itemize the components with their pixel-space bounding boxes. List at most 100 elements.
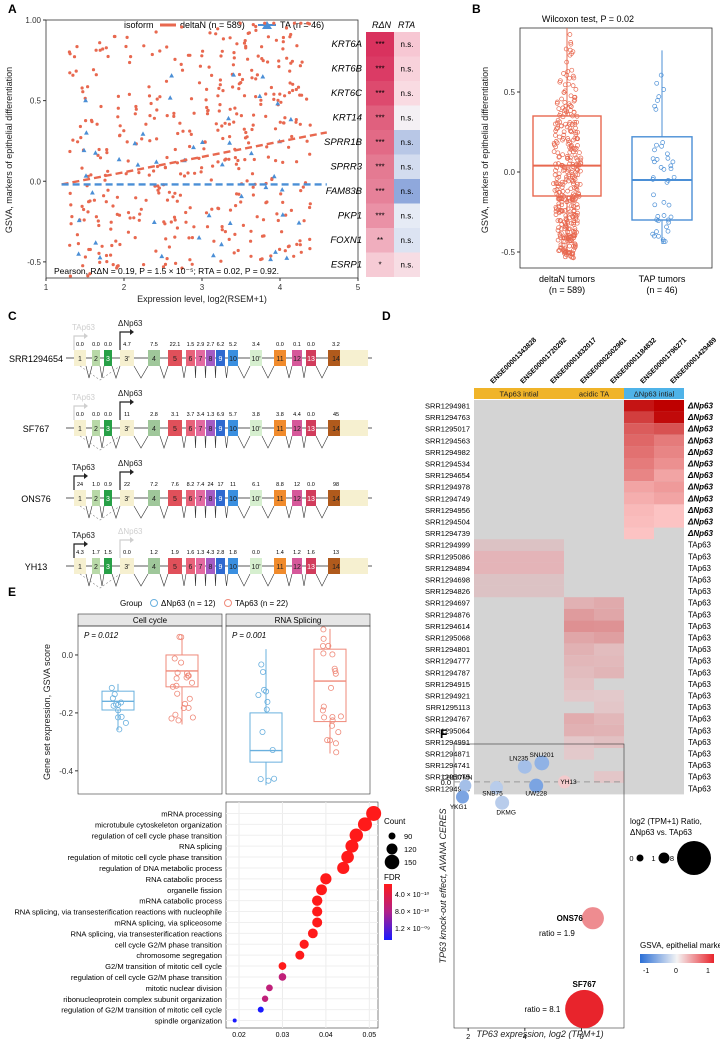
point-deltan [89,173,93,177]
point-deltan [251,193,255,197]
point-b [563,213,569,218]
exon-label: 5 [173,496,177,503]
point-deltan [212,239,216,243]
splice-junction [204,435,207,449]
point-b [569,170,574,175]
exon [196,350,205,366]
splice-junction-alt [79,505,121,521]
legend-e-ta-swatch [224,599,232,607]
splice-junction [237,505,251,519]
row-class: TAp63 [688,634,712,643]
point-b [655,218,661,224]
point-e [320,650,327,657]
point-deltan [251,123,255,127]
splice-junction [181,365,187,379]
point-b [570,203,576,209]
point-deltan [70,215,74,219]
point-deltan [155,164,160,169]
point-b [569,129,574,135]
point-b [564,174,569,180]
point-ta [268,256,273,262]
splice-junction [224,365,229,379]
point-b [664,224,669,230]
point-b [572,119,578,125]
xlabel-a: Expression level, log2(RSEM+1) [137,294,267,304]
point-b [570,83,576,88]
point-f [490,781,503,795]
point-e [321,714,328,721]
splice-junction [214,505,217,519]
point-e [329,651,336,658]
splice-junction [214,435,217,449]
point-deltan [218,103,222,107]
isoform-track-ONS76: ONS76 1 24 2 1.0 3 0.9 3' 22 4 7.2 5 7.6 6 8.2 7 7.4 8 24 9… [21,459,372,521]
heat-cell [564,724,594,737]
axis-b-y: 0.5 0.0 -0.5 [501,88,520,257]
term-label: cell cycle G2/M phase transition [115,940,222,949]
point-deltan [125,35,129,40]
exon [292,350,302,366]
facet-e2-title: RNA Splicing [275,616,322,625]
tss-label-ta: TAp63 [72,531,96,540]
dot-e [278,973,287,981]
heat-cell [564,632,594,644]
heat-sig-rdn: *** [375,40,384,49]
cell-line-label: LN235 [509,756,529,763]
point-deltan [128,216,132,220]
heat-cell [564,690,594,702]
row-label: SRR1294915 [425,680,470,689]
exon [186,420,195,436]
heat-sig-rta: n.s. [401,65,414,74]
point-b [565,69,571,74]
point-ta [84,130,89,135]
point-deltan [105,151,109,155]
exon-value: 1.6 [187,550,195,556]
gene-label: FOXN1 [330,235,362,246]
point-deltan [100,244,104,248]
heat-cell [534,585,564,598]
point-deltan [220,228,224,232]
point-deltan [239,200,243,204]
exon-label: 3 [106,564,110,571]
exon-value: 0.0 [104,342,112,348]
heat-cell [654,481,684,493]
splice-junction [85,365,93,379]
exon-value: 3.1 [171,412,179,418]
point-e [181,700,188,707]
row-label: SRR1294826 [425,587,470,596]
point-e [180,705,187,712]
point-deltan [216,128,220,132]
row-class: TAp63 [688,738,712,747]
point-b [556,248,562,254]
point-f [558,775,571,789]
splice-junction [261,435,275,449]
gene-label: SPRR3 [330,162,362,173]
isoform-track-YH13: YH13 1 4.3 2 1.7 3 1.5 3' 0.0 4 1.2 5 1.9 6 1.6 7 1.3 8 4.… [25,527,372,589]
exon-value: 22.1 [170,342,181,348]
axis-a-y: 1.00 0.5 0.0 -0.5 [25,16,46,267]
exon [250,490,262,506]
fdr-legend-title: FDR [384,873,401,882]
group-bar [474,388,564,399]
point-deltan [69,203,73,207]
point-deltan [109,227,113,231]
point-deltan [246,57,250,61]
point-ta [271,173,277,179]
point-deltan [163,262,168,266]
splice-junction [285,435,293,449]
point-e [168,715,175,722]
point-b [573,125,578,131]
splice-junction [99,505,105,519]
point-deltan [217,207,221,211]
point-b [565,166,571,172]
size-legend-dot [677,841,711,875]
point-deltan [75,45,79,49]
point-deltan [106,169,110,173]
xtick-e: 0.03 [276,1032,290,1039]
point-b [665,155,671,161]
point-b [565,188,570,194]
exon-label: 1 [78,564,82,571]
point-deltan [124,44,128,49]
splice-junction [194,505,197,519]
heat-cell [504,585,534,598]
